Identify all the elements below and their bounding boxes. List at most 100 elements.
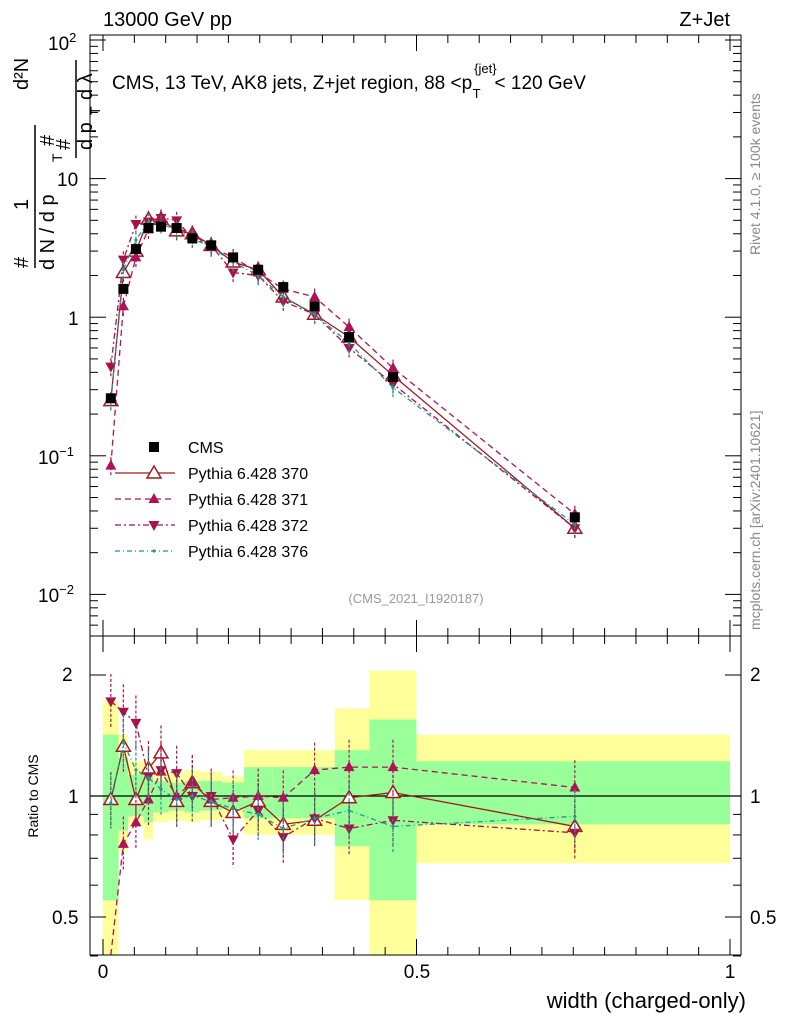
legend-entry: Pythia 6.428 372: [115, 518, 308, 535]
svg-text:T: T: [87, 106, 103, 115]
ratio-point: [127, 791, 145, 806]
data-point: [187, 233, 198, 244]
svg-text:T: T: [49, 153, 65, 162]
ratio-point: [277, 791, 289, 802]
data-point: [134, 238, 138, 242]
data-point: [105, 362, 117, 373]
series-cms: [105, 221, 580, 523]
data-point: [105, 393, 116, 404]
ratio-point: [569, 828, 581, 839]
ytick-label-0.01: 10−2: [38, 582, 74, 607]
data-point: [387, 362, 399, 373]
legend-marker: [145, 464, 163, 479]
ratio-point: [252, 806, 264, 817]
data-point: [344, 331, 355, 342]
svg-text:#: #: [53, 138, 75, 150]
data-point: [277, 297, 289, 308]
ratio-point: [343, 761, 355, 772]
legend-marker: [148, 521, 160, 531]
xtick-label-0.5: 0.5: [404, 962, 430, 983]
svg-text:d²N: d²N: [11, 58, 33, 90]
ytick-label-10: 10: [57, 170, 78, 191]
svg-text:d N / d p: d N / d p: [37, 194, 59, 270]
ratio-series: [102, 673, 584, 956]
ytick-label-0.1: 10−1: [38, 444, 74, 469]
data-point: [155, 221, 166, 232]
series-pythia-6-428-376: [109, 213, 577, 535]
main-ylabel: # 1 d N / d p T # # d²N d p T d λ: [11, 58, 103, 270]
ratio-panel: 2 1 0.5 2 1 0.5 Ratio to CMS 0 0.5 1 wid…: [25, 635, 776, 1013]
legend-label: Pythia 6.428 371: [188, 492, 308, 509]
ratio-point: [117, 707, 129, 718]
series-line: [110, 218, 576, 529]
ytick-label-1: 1: [68, 309, 79, 330]
ratio-line: [110, 740, 575, 830]
ratio-point: [573, 814, 577, 818]
legend-label: Pythia 6.428 372: [188, 518, 308, 535]
data-point: [228, 252, 239, 263]
data-point: [155, 213, 167, 224]
xaxis-label: width (charged-only): [546, 988, 746, 1013]
ratio-point: [142, 793, 154, 804]
ratio-point: [190, 794, 194, 798]
header-right-label: Z+Jet: [679, 9, 730, 31]
data-point: [569, 512, 580, 523]
ratio-point: [391, 824, 395, 829]
series-pythia-6-428-370: [102, 210, 584, 539]
legend-marker: [149, 442, 159, 452]
svg-text:#: #: [11, 256, 33, 268]
data-point: [121, 268, 125, 272]
data-point: [146, 219, 151, 224]
ratio-point: [159, 787, 163, 791]
ytick-label-100: 102: [48, 30, 76, 55]
data-point: [278, 282, 289, 293]
ratio-ytick-label-1: 1: [68, 787, 79, 808]
ratio-point: [387, 761, 399, 772]
ratio-ytick-label-2: 2: [62, 665, 73, 686]
data-point: [309, 301, 320, 312]
legend-label: CMS: [188, 440, 224, 457]
data-point: [117, 300, 129, 311]
legend-marker: [152, 549, 156, 553]
ratio-ticks: [90, 636, 741, 957]
ratio-series-pythia-6-428-376: [109, 714, 577, 856]
header-left-label: 13000 GeV pp: [103, 9, 232, 31]
legend-entry: Pythia 6.428 371: [115, 492, 308, 509]
ratio-line: [110, 766, 575, 956]
ratio-point: [130, 718, 142, 729]
ratio-ytick-right-label-1: 1: [750, 787, 761, 808]
ratio-point: [146, 776, 151, 780]
legend-marker: [148, 493, 160, 503]
ratio-point: [227, 835, 239, 846]
main-ticks: [90, 35, 741, 636]
ratio-point: [130, 816, 142, 827]
ratio-band-green: [118, 757, 129, 831]
ratio-point: [309, 764, 321, 775]
mcplots-label: mcplots.cern.ch [arXiv:2401.10621]: [747, 411, 763, 630]
data-point: [105, 459, 117, 470]
legend-entry: Pythia 6.428 370: [115, 464, 308, 483]
data-point: [118, 283, 129, 294]
ratio-point: [209, 799, 213, 803]
ratio-ytick-label-0.5: 0.5: [52, 908, 78, 929]
series-pythia-6-428-371: [105, 209, 581, 524]
ratio-point: [256, 812, 260, 816]
ratio-bands: [103, 670, 730, 955]
data-point: [117, 255, 129, 266]
data-point: [227, 268, 239, 279]
main-panel: 102 10 1 10−1 10−2 # 1 d N / d p T # # d…: [11, 30, 742, 637]
data-point: [387, 372, 398, 383]
data-point: [253, 264, 264, 275]
ratio-point: [347, 808, 351, 813]
data-point: [569, 524, 581, 535]
xtick-label-0: 0: [98, 962, 109, 983]
ratio-point: [231, 807, 235, 811]
data-point: [391, 386, 395, 390]
data-point: [206, 240, 217, 251]
ratio-ylabel: Ratio to CMS: [25, 754, 41, 837]
svg-text:#: #: [37, 134, 59, 146]
xtick-label-1: 1: [725, 962, 736, 983]
data-point: [343, 343, 355, 354]
data-point: [130, 220, 142, 231]
